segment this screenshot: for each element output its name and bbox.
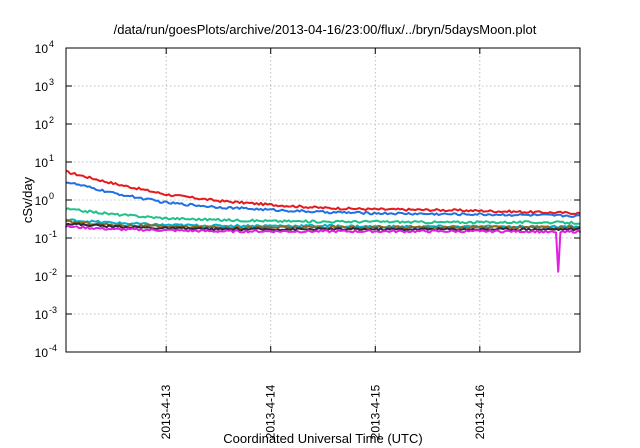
x-tick-label: 2013-4-16 [473, 384, 487, 439]
y-tick-label: 10 [35, 308, 49, 322]
series-layer [65, 170, 581, 273]
x-axis-label: Coordinated Universal Time (UTC) [223, 431, 422, 446]
y-tick-label: 10 [35, 194, 49, 208]
axis-ticks [66, 47, 580, 353]
y-tick-label: 10 [35, 346, 49, 360]
y-tick-label: 10 [35, 270, 49, 284]
y-tick-exponent: 2 [49, 115, 54, 125]
x-tick-labels: 2013-4-13 2013-4-14 2013-4-15 2013-4-16 [159, 384, 487, 439]
y-tick-label: 10 [35, 80, 49, 94]
series-line-1 [65, 170, 581, 215]
y-tick-exponent: 1 [49, 153, 54, 163]
grid-lines [66, 48, 580, 352]
y-tick-label: 10 [35, 118, 49, 132]
y-tick-label: 10 [35, 232, 49, 246]
y-tick-exponent: 3 [49, 77, 54, 87]
y-tick-exponent: -1 [49, 229, 57, 239]
series-line-3 [65, 207, 580, 225]
y-tick-label: 10 [35, 42, 49, 56]
x-tick-label: 2013-4-15 [368, 384, 382, 439]
series-line-7 [65, 224, 581, 273]
y-tick-exponent: 0 [49, 191, 54, 201]
x-tick-label: 2013-4-13 [159, 384, 173, 439]
y-tick-exponent: -4 [49, 343, 57, 353]
y-tick-exponent: -2 [49, 267, 57, 277]
chart-title: /data/run/goesPlots/archive/2013-04-16/2… [114, 22, 537, 37]
y-axis-label: cSv/day [20, 176, 35, 223]
y-tick-exponent: 4 [49, 39, 54, 49]
y-tick-label: 10 [35, 156, 49, 170]
x-tick-label: 2013-4-14 [264, 384, 278, 439]
series-line-2 [65, 181, 581, 218]
y-tick-exponent: -3 [49, 305, 57, 315]
